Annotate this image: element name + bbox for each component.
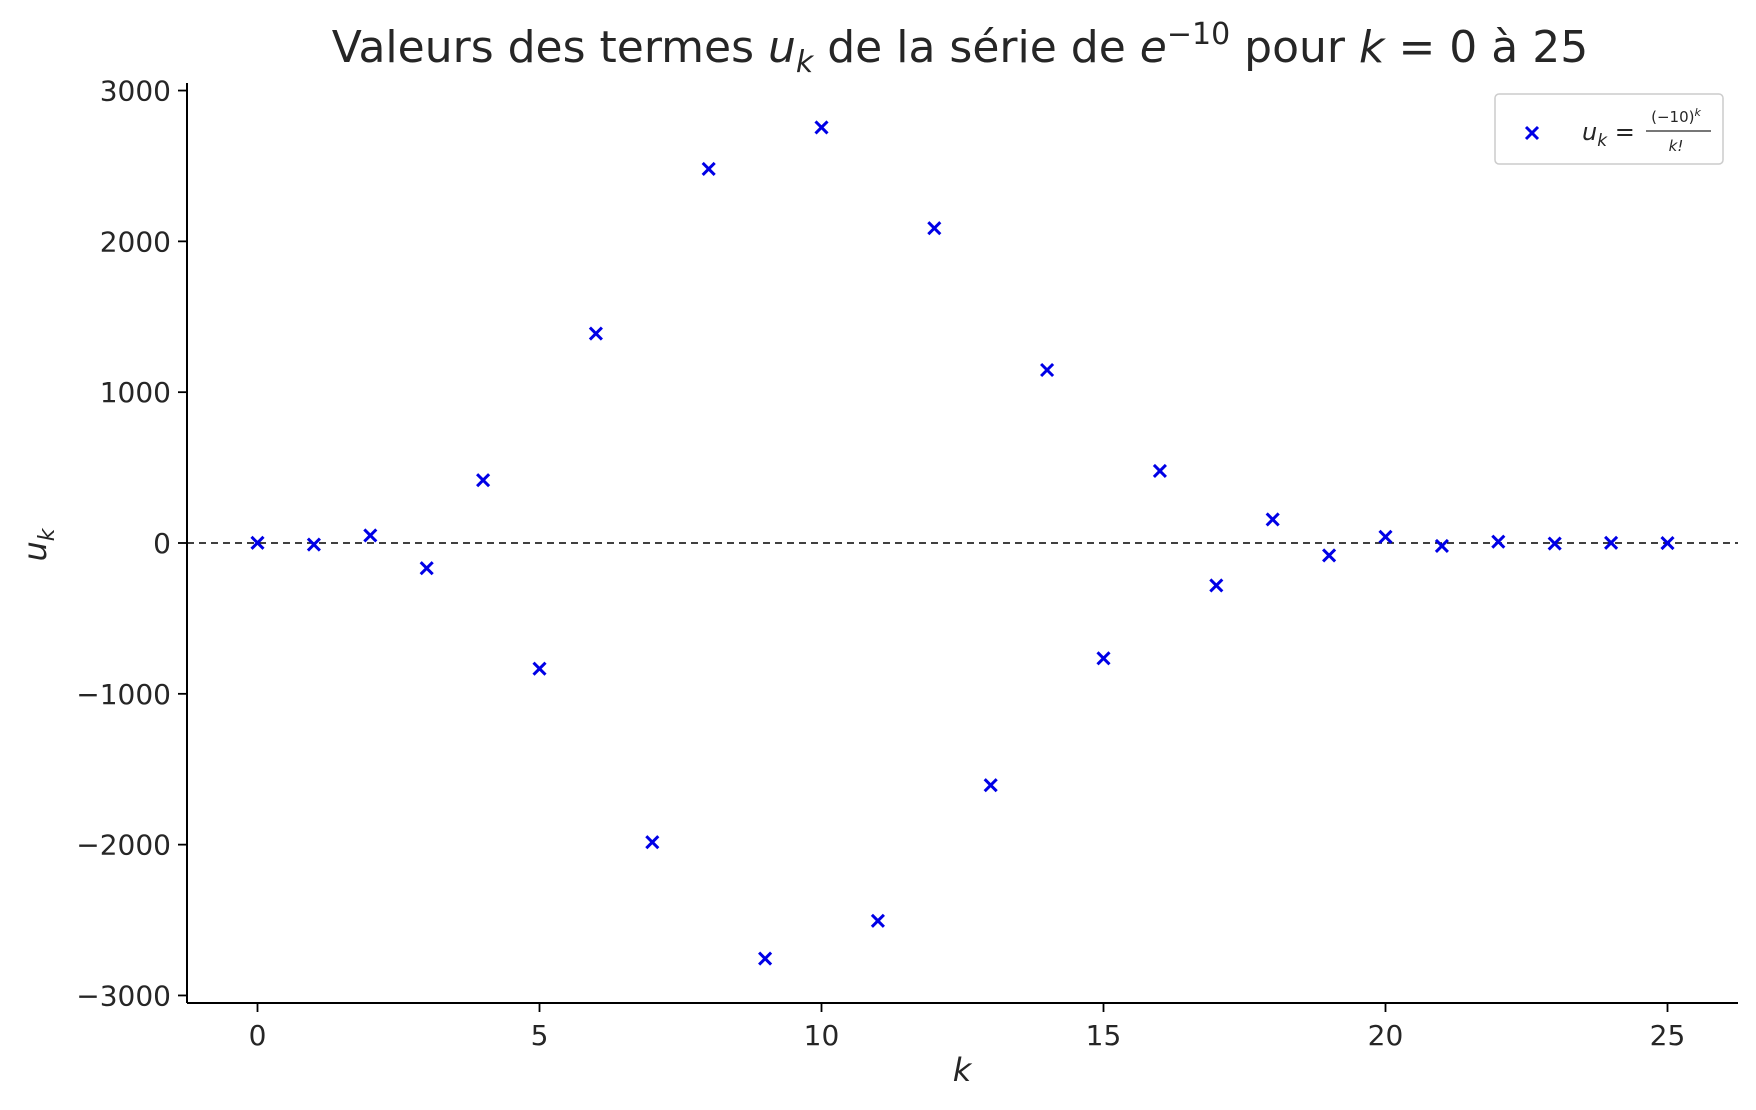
data-point	[588, 326, 603, 341]
x-ticks: 0 5 10 15 20 25	[249, 1003, 1686, 1052]
title-u: u	[768, 22, 796, 73]
y-tick-label: −3000	[76, 979, 171, 1012]
title-k-sub: k	[796, 45, 815, 80]
data-point	[1209, 578, 1224, 593]
data-point	[306, 537, 321, 552]
data-points	[250, 120, 1675, 966]
legend-box	[1494, 93, 1724, 165]
data-point	[983, 778, 998, 793]
title-e: e	[1140, 22, 1167, 73]
data-point	[250, 535, 265, 550]
y-tick-label: 2000	[100, 225, 171, 258]
y-axis-label-sub: k	[35, 527, 60, 541]
legend: uk = (−10)k k!	[1494, 93, 1724, 165]
y-tick-label: 3000	[100, 75, 171, 108]
title-part-a: Valeurs des termes	[332, 22, 768, 73]
data-point	[1547, 536, 1562, 551]
x-tick-label: 5	[531, 1019, 549, 1052]
data-point	[532, 661, 547, 676]
data-point	[1660, 536, 1675, 551]
chart-title: Valeurs des termes uk de la série de e−1…	[332, 17, 1588, 80]
data-point	[927, 221, 942, 236]
x-tick-label: 10	[804, 1019, 840, 1052]
y-ticks: −3000 −2000 −1000 0 1000 2000 3000	[76, 75, 187, 1012]
legend-numerator: (−10)k	[1651, 106, 1701, 126]
data-point	[1322, 548, 1337, 563]
data-point	[701, 161, 716, 177]
y-tick-label: −2000	[76, 829, 171, 862]
data-point	[1096, 651, 1111, 666]
data-point	[419, 561, 434, 576]
title-k: k	[1359, 22, 1386, 73]
y-tick-label: 1000	[100, 376, 171, 409]
data-point	[1152, 463, 1167, 478]
x-tick-label: 20	[1368, 1019, 1404, 1052]
y-axis-label: uk	[16, 527, 60, 561]
x-tick-label: 25	[1650, 1019, 1686, 1052]
y-axis-label-base: u	[16, 541, 54, 561]
legend-u: u	[1582, 118, 1597, 146]
x-tick-label: 15	[1086, 1019, 1122, 1052]
data-point	[645, 835, 660, 850]
title-part-d: = 0 à 25	[1384, 22, 1588, 73]
data-point	[1434, 538, 1449, 554]
data-point	[814, 120, 829, 135]
data-point	[363, 528, 378, 543]
legend-marker	[1524, 125, 1540, 141]
x-tick-label: 0	[249, 1019, 267, 1052]
y-tick-label: 0	[153, 527, 171, 560]
data-point	[758, 951, 773, 966]
data-point	[1040, 362, 1055, 378]
data-point	[1378, 529, 1393, 544]
legend-k-sub: k	[1597, 131, 1608, 151]
data-point	[1491, 534, 1506, 549]
data-point	[1604, 535, 1619, 550]
data-point	[1265, 512, 1280, 527]
legend-eq: =	[1607, 118, 1635, 146]
y-tick-label: −1000	[76, 678, 171, 711]
data-point	[870, 913, 885, 928]
legend-label: uk =	[1582, 118, 1635, 151]
data-point	[476, 473, 491, 488]
title-part-b: de la série de	[813, 22, 1140, 73]
x-axis-label: k	[953, 1051, 973, 1089]
title-part-c: pour	[1230, 22, 1359, 73]
legend-denominator: k!	[1669, 137, 1684, 155]
title-exp: −10	[1167, 17, 1230, 52]
